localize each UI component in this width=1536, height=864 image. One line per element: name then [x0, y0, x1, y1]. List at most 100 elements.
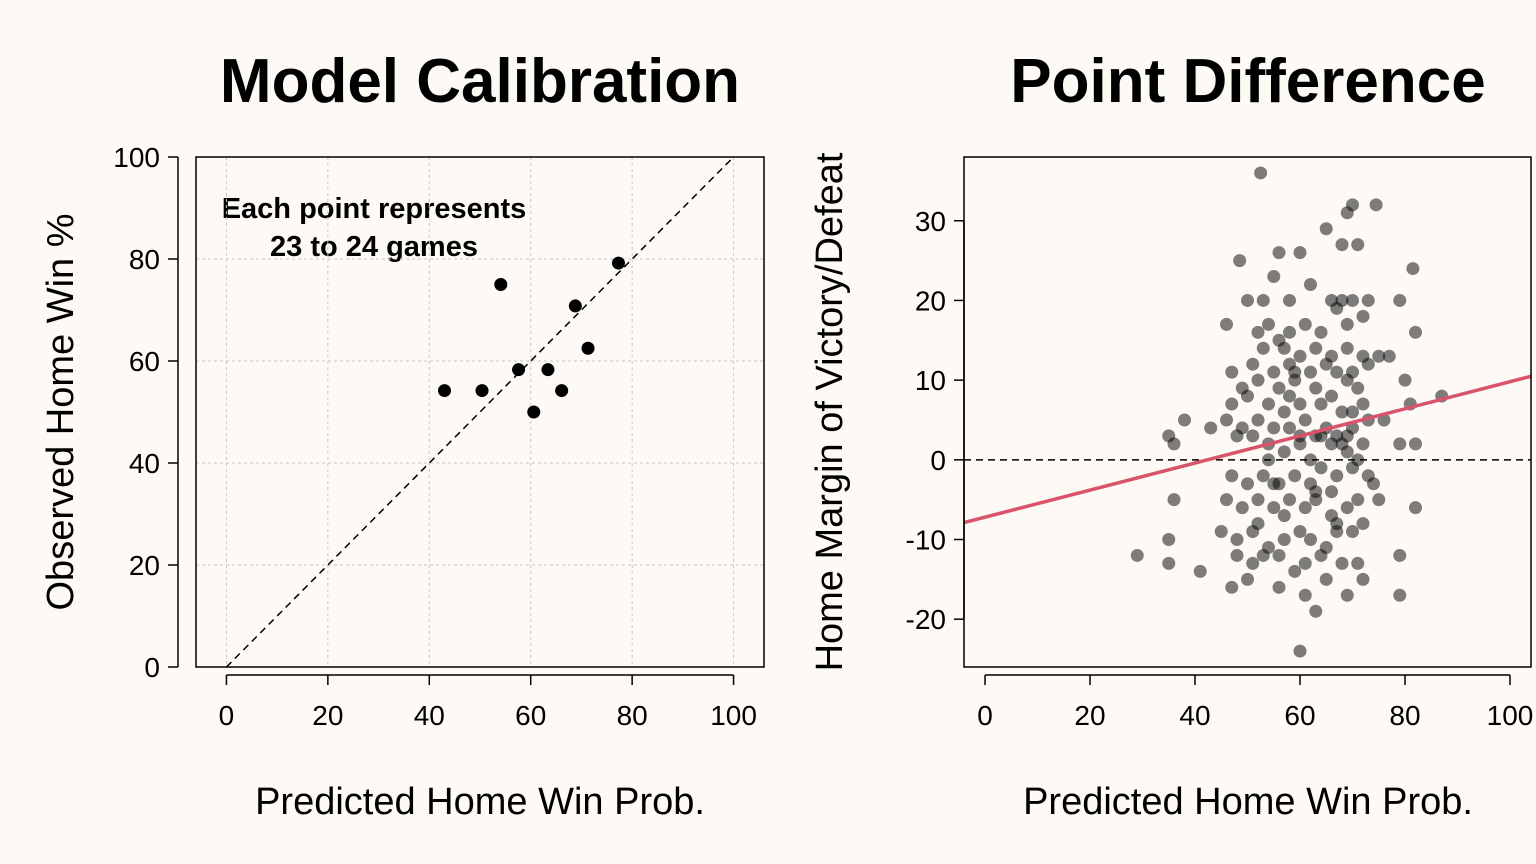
point-difference-point: [1293, 397, 1307, 411]
point-difference-point: [1220, 413, 1233, 427]
point-difference-point: [1346, 525, 1359, 539]
point-difference-x-tick-label: 40: [1179, 700, 1210, 731]
point-difference-point: [1293, 644, 1307, 658]
point-difference-y-tick-label: 10: [915, 365, 946, 396]
point-difference-point: [1356, 437, 1370, 451]
point-difference-point: [1372, 493, 1386, 507]
point-difference-point: [1283, 325, 1296, 339]
point-difference-point: [1298, 317, 1312, 331]
point-difference-point: [1309, 485, 1323, 499]
point-difference-point: [1382, 349, 1396, 363]
point-difference-point: [1314, 397, 1328, 411]
calibration-chart: Model Calibration Predicted Home Win Pro…: [40, 47, 765, 823]
point-difference-point: [1220, 493, 1233, 507]
point-difference-y-tick-label: 30: [915, 206, 946, 237]
point-difference-point: [1241, 477, 1254, 491]
point-difference-point: [1325, 485, 1338, 499]
point-difference-point: [1214, 525, 1228, 539]
calibration-point: [438, 384, 451, 398]
point-difference-point: [1204, 421, 1218, 435]
point-difference-point: [1283, 493, 1296, 507]
point-difference-point: [1178, 413, 1191, 427]
calibration-x-tick-label: 20: [312, 700, 343, 731]
point-difference-point: [1272, 246, 1286, 260]
point-difference-ylabel: Home Margin of Victory/Defeat: [809, 152, 851, 671]
point-difference-point: [1167, 437, 1181, 451]
point-difference-point: [1241, 572, 1254, 586]
calibration-annotation-line1: Each point represents: [222, 193, 527, 225]
calibration-point: [611, 256, 625, 270]
point-difference-point: [1356, 572, 1370, 586]
point-difference-point: [1335, 556, 1349, 570]
calibration-ylabel: Observed Home Win %: [40, 213, 82, 610]
point-difference-point: [1251, 517, 1265, 531]
point-difference-point: [1267, 421, 1281, 435]
point-difference-point: [1267, 501, 1281, 515]
calibration-point: [475, 384, 489, 398]
point-difference-point: [1225, 397, 1239, 411]
point-difference-point: [1298, 413, 1312, 427]
point-difference-trend-line: [963, 374, 1532, 525]
point-difference-point: [1346, 198, 1359, 212]
point-difference-point: [1256, 341, 1270, 355]
point-difference-point: [1298, 556, 1312, 570]
point-difference-point: [1298, 588, 1312, 602]
point-difference-plot-frame: [963, 156, 1532, 668]
point-difference-point: [1330, 525, 1344, 539]
point-difference-point: [1356, 517, 1370, 531]
point-difference-point: [1319, 357, 1333, 371]
point-difference-point: [1325, 389, 1338, 403]
point-difference-point: [1361, 293, 1375, 307]
point-difference-title: Point Difference: [1010, 47, 1485, 116]
point-difference-point: [1233, 254, 1247, 268]
calibration-x-tick-label: 0: [219, 700, 235, 731]
point-difference-point: [1393, 548, 1407, 562]
point-difference-point: [1277, 405, 1291, 419]
calibration-point: [494, 278, 508, 291]
point-difference-point: [1361, 357, 1375, 371]
calibration-xlabel: Predicted Home Win Prob.: [255, 781, 705, 823]
calibration-point: [555, 384, 569, 398]
point-difference-point: [1225, 365, 1239, 379]
point-difference-point: [1288, 564, 1302, 578]
point-difference-point: [1293, 525, 1307, 539]
point-difference-point: [1393, 588, 1407, 602]
point-difference-point: [1409, 501, 1422, 515]
point-difference-point: [1304, 278, 1317, 291]
point-difference-point: [1251, 413, 1265, 427]
calibration-x-tick-label: 60: [515, 700, 546, 731]
point-difference-point: [1319, 222, 1333, 236]
point-difference-point: [1340, 317, 1354, 331]
calibration-point: [512, 363, 526, 377]
point-difference-point: [1251, 493, 1265, 507]
point-difference-point: [1340, 588, 1354, 602]
point-difference-point: [1262, 397, 1275, 411]
point-difference-point: [1351, 238, 1365, 252]
point-difference-point: [1298, 501, 1312, 515]
point-difference-point: [1330, 301, 1344, 315]
point-difference-point: [1340, 429, 1354, 443]
point-difference-point: [1272, 548, 1286, 562]
point-difference-point: [1309, 381, 1323, 395]
point-difference-point: [1409, 437, 1422, 451]
point-difference-point: [1283, 421, 1296, 435]
point-difference-point: [1246, 556, 1260, 570]
calibration-plot-frame: [195, 156, 765, 668]
calibration-annotation-line2: 23 to 24 games: [270, 231, 478, 263]
point-difference-point: [1251, 325, 1265, 339]
point-difference-point: [1393, 293, 1407, 307]
point-difference-point: [1283, 389, 1296, 403]
point-difference-x-tick-label: 20: [1074, 700, 1105, 731]
point-difference-point: [1256, 469, 1270, 483]
point-difference-point: [1340, 341, 1354, 355]
point-difference-point: [1356, 397, 1370, 411]
point-difference-point: [1314, 548, 1328, 562]
point-difference-point: [1351, 381, 1365, 395]
point-difference-point: [1235, 501, 1249, 515]
point-difference-point: [1304, 533, 1317, 546]
point-difference-point: [1372, 349, 1386, 363]
calibration-y-tick-label: 40: [129, 448, 160, 479]
point-difference-point: [1193, 564, 1207, 578]
calibration-x-tick-label: 40: [414, 700, 445, 731]
point-difference-point: [1304, 453, 1317, 467]
